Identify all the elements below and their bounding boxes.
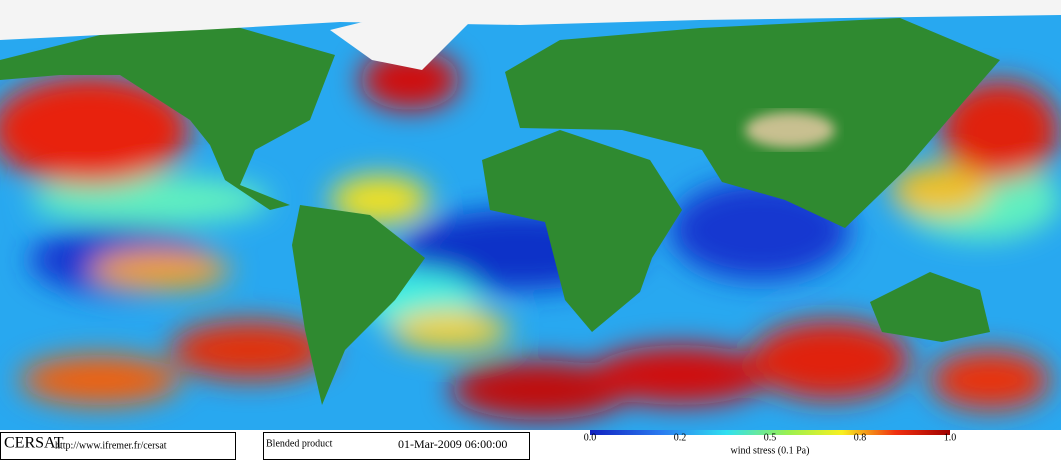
product-name: Blended product (266, 438, 333, 449)
colorbar-ticks: 0.0 0.2 0.5 0.8 1.0 (584, 432, 957, 443)
colorbar-tick-label: 0.2 (674, 432, 687, 443)
brand-name: CERSAT (4, 435, 64, 452)
colorbar-tick-label: 0.8 (854, 432, 867, 443)
south-america (292, 205, 425, 405)
wind-field (0, 50, 1060, 420)
colorbar-tick-label: 1.0 (944, 432, 957, 443)
product-datetime: 01-Mar-2009 06:00:00 (398, 437, 507, 451)
product-box (263, 432, 530, 460)
tibet (745, 112, 835, 148)
africa (482, 130, 682, 332)
arctic (0, 0, 1061, 40)
brand-url[interactable]: http://www.ifremer.fr/cersat (55, 440, 167, 451)
colorbar-label: wind stress (0.1 Pa) (731, 445, 810, 456)
colorbar-tick-label: 0.5 (764, 432, 777, 443)
australia (870, 272, 990, 342)
north-america (0, 25, 335, 210)
branding-box (0, 432, 236, 460)
map-area (0, 0, 1061, 430)
colorbar (590, 430, 950, 435)
land (0, 0, 1061, 405)
colorbar-tick-label: 0.0 (584, 432, 597, 443)
